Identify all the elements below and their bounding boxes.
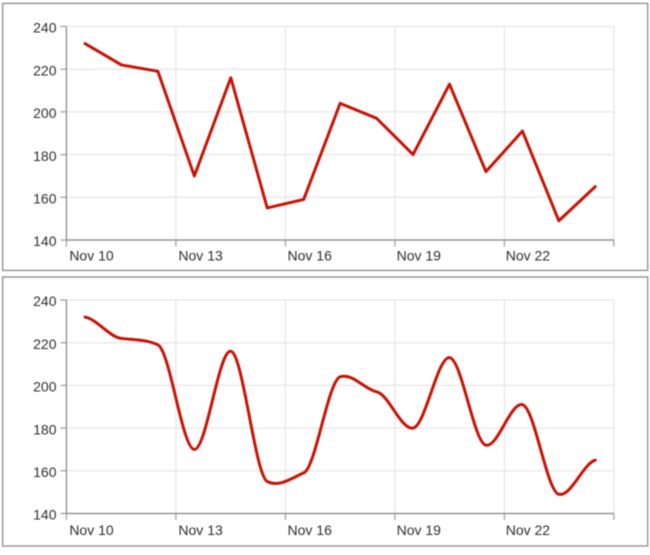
svg-text:Nov 16: Nov 16 [288, 248, 333, 264]
svg-text:240: 240 [33, 293, 57, 309]
svg-text:200: 200 [33, 379, 57, 395]
svg-text:Nov 10: Nov 10 [69, 522, 114, 538]
svg-text:Nov 19: Nov 19 [397, 248, 442, 264]
svg-text:Nov 13: Nov 13 [178, 248, 223, 264]
svg-text:Nov 16: Nov 16 [288, 522, 333, 538]
svg-text:220: 220 [33, 62, 57, 78]
svg-text:180: 180 [33, 148, 57, 164]
svg-text:180: 180 [33, 421, 57, 437]
svg-text:Nov 13: Nov 13 [178, 522, 223, 538]
svg-text:140: 140 [33, 507, 57, 523]
svg-text:Nov 19: Nov 19 [397, 522, 442, 538]
svg-text:200: 200 [33, 105, 57, 121]
svg-text:140: 140 [33, 233, 57, 249]
svg-text:Nov 22: Nov 22 [506, 248, 551, 264]
svg-text:160: 160 [33, 191, 57, 207]
svg-text:Nov 22: Nov 22 [506, 522, 551, 538]
svg-text:160: 160 [33, 464, 57, 480]
svg-text:220: 220 [33, 336, 57, 352]
svg-text:240: 240 [33, 20, 57, 36]
svg-text:Nov 10: Nov 10 [69, 248, 114, 264]
